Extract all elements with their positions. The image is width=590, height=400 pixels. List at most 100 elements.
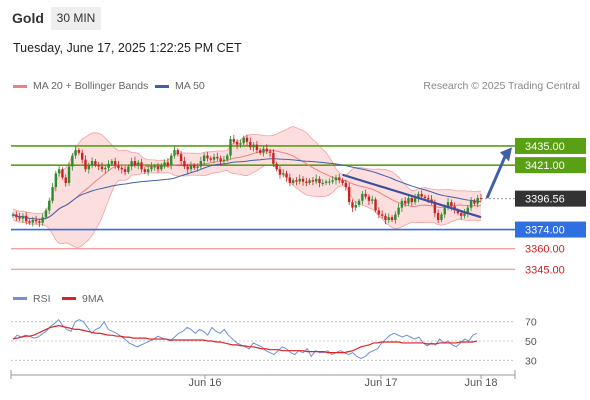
candle-body [11,214,15,216]
candle-body [275,163,278,170]
timeframe-badge[interactable]: 30 MIN [51,7,101,30]
candle-body [94,161,97,166]
legend-ma50: MA 50 [155,80,205,92]
rsi-level-label: 50 [525,336,537,348]
candle-body [169,155,173,166]
candle-body [74,150,77,156]
level-label-3360.00: 3360.00 [525,244,565,256]
candle-body [407,198,410,204]
bollinger-swatch [13,84,27,88]
candle-body [473,200,476,204]
candle-body [21,215,25,219]
credit-label: Research © 2025 Trading Central [423,80,580,92]
candle-body [146,169,150,172]
candle-body [245,137,249,142]
rsi-ma-legend-swatch [62,297,76,300]
candle-body [100,166,104,170]
rsi-ma-line [12,324,478,354]
candle-body [344,182,348,188]
candle-body [232,139,236,142]
candle-body [97,165,100,167]
candle-body [71,155,74,167]
rsi-level-label: 70 [525,317,537,329]
candle-body [410,198,413,203]
candle-body [364,193,367,197]
ma50-line [12,158,482,220]
candle-body [374,199,377,211]
candle-body [387,217,390,220]
candle-body [420,193,423,197]
x-tick-label: Jun 17 [364,377,397,389]
candle-body [272,152,275,164]
candle-body [84,159,87,170]
legend-bollinger: MA 20 + Bollinger Bands [13,80,148,92]
candle-body [282,173,285,175]
candle-body [229,139,232,156]
candle-body [127,166,130,172]
candle-body [160,165,163,170]
level-box-3374.00 [515,221,586,238]
level-lines-layer [11,145,515,270]
level-label-3435.00: 3435.00 [525,141,565,153]
candle-body [403,200,407,204]
candle-body [163,162,166,166]
candle-body [28,221,31,223]
candle-body [193,165,196,168]
candle-body [133,161,137,166]
candle-body [44,210,48,218]
last-price-box [515,190,586,207]
candle-body [166,162,170,166]
candle-body [242,137,245,144]
candle-body [64,177,67,183]
candle-body [288,177,292,183]
candle-body [176,150,179,155]
candle-body [54,173,58,188]
candle-body [179,154,183,162]
candle-body [430,199,433,203]
candle-body [48,200,51,211]
candle-body [199,161,203,167]
candle-body [321,182,325,184]
candle-body [67,166,71,183]
candle-body [140,162,143,170]
candle-body [285,173,288,178]
candle-body [443,207,446,215]
candle-body [328,181,331,183]
candle-body [433,202,437,214]
bollinger-band-fill [13,126,481,248]
candle-body [15,214,18,218]
candle-body [315,178,318,182]
candle-body [318,178,321,183]
candle-body [463,213,466,216]
candle-body [153,166,156,168]
trendline [342,173,482,219]
candle-body [380,214,384,216]
candle-body [120,167,123,170]
candle-body [298,178,301,182]
forecast-arrow-shaft [485,153,508,199]
last-price-label: 3396.56 [525,194,565,206]
candle-body [440,214,443,220]
candle-body [41,217,44,223]
candle-body [423,196,427,199]
candle-body [226,155,229,160]
candle-body [130,161,133,167]
candle-body [24,215,28,222]
rsi-legend-label: RSI [33,293,51,305]
instrument-title: Gold [12,10,44,26]
candle-body [235,141,239,145]
candle-body [394,214,397,220]
candle-body [87,165,91,170]
candle-body [107,163,110,168]
candle-body [361,193,364,201]
candle-body [262,148,265,153]
candle-body [351,202,354,208]
candle-body [117,165,120,168]
candle-body [239,143,242,145]
rsi-ma-legend-label: 9MA [82,293,104,305]
candle-body [469,200,473,208]
candle-body [400,200,404,208]
candle-body [212,156,216,160]
